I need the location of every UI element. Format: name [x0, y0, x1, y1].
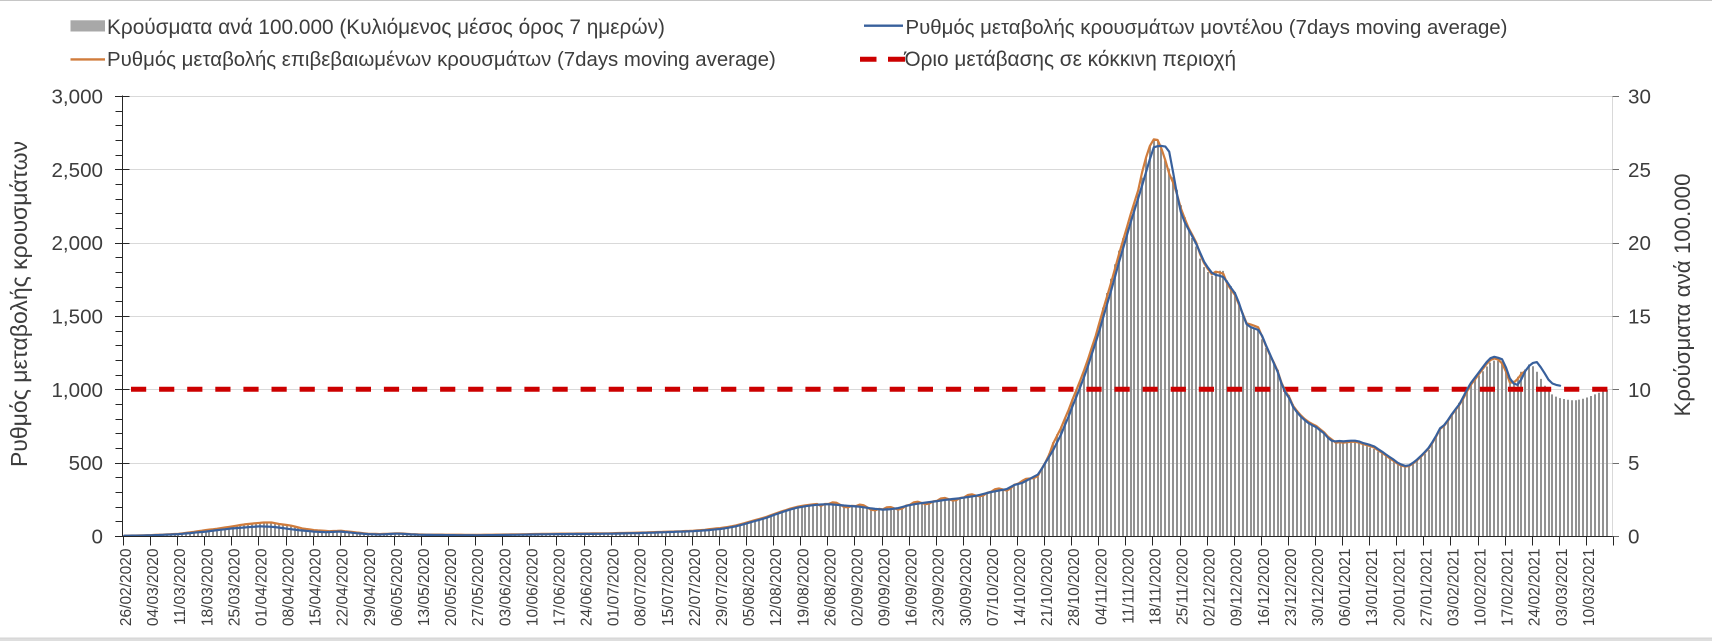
svg-text:04/03/2020: 04/03/2020 — [145, 548, 162, 626]
svg-text:28/10/2020: 28/10/2020 — [1066, 548, 1083, 626]
svg-text:02/12/2020: 02/12/2020 — [1202, 548, 1219, 626]
svg-text:30/09/2020: 30/09/2020 — [958, 548, 975, 626]
svg-text:07/10/2020: 07/10/2020 — [985, 548, 1002, 626]
svg-text:26/08/2020: 26/08/2020 — [822, 548, 839, 626]
svg-text:08/07/2020: 08/07/2020 — [633, 548, 650, 626]
svg-text:09/09/2020: 09/09/2020 — [877, 548, 894, 626]
svg-text:23/12/2020: 23/12/2020 — [1283, 548, 1300, 626]
svg-text:Ρυθμός μεταβολής κρουσμάτων: Ρυθμός μεταβολής κρουσμάτων — [6, 141, 32, 467]
svg-text:Κρούσματα ανά 100.000 (Κυλιόμε: Κρούσματα ανά 100.000 (Κυλιόμενος μέσος … — [107, 16, 665, 39]
svg-text:16/12/2020: 16/12/2020 — [1256, 548, 1273, 626]
svg-text:5: 5 — [1628, 452, 1639, 475]
svg-text:02/09/2020: 02/09/2020 — [850, 548, 867, 626]
svg-text:25: 25 — [1628, 159, 1651, 182]
svg-text:13/01/2021: 13/01/2021 — [1364, 549, 1381, 627]
svg-text:18/03/2020: 18/03/2020 — [199, 548, 216, 626]
svg-text:20: 20 — [1628, 232, 1651, 255]
svg-text:03/03/2021: 03/03/2021 — [1554, 549, 1571, 627]
svg-text:30/12/2020: 30/12/2020 — [1310, 548, 1327, 626]
svg-text:17/06/2020: 17/06/2020 — [552, 548, 569, 626]
svg-text:20/05/2020: 20/05/2020 — [443, 548, 460, 626]
svg-text:23/09/2020: 23/09/2020 — [931, 548, 948, 626]
svg-text:18/11/2020: 18/11/2020 — [1148, 548, 1165, 625]
svg-text:05/08/2020: 05/08/2020 — [741, 548, 758, 626]
svg-text:24/02/2021: 24/02/2021 — [1527, 549, 1544, 627]
svg-text:22/07/2020: 22/07/2020 — [687, 548, 704, 626]
svg-text:10/02/2021: 10/02/2021 — [1473, 549, 1490, 627]
svg-text:06/01/2021: 06/01/2021 — [1337, 549, 1354, 627]
svg-text:2,500: 2,500 — [51, 159, 103, 182]
svg-text:10/06/2020: 10/06/2020 — [524, 548, 541, 626]
svg-text:03/02/2021: 03/02/2021 — [1446, 549, 1463, 627]
svg-text:Ρυθμός μεταβολής κρουσμάτων μο: Ρυθμός μεταβολής κρουσμάτων μοντέλου (7d… — [906, 17, 1508, 39]
svg-text:09/12/2020: 09/12/2020 — [1229, 548, 1246, 626]
svg-text:0: 0 — [1628, 526, 1639, 549]
svg-text:11/03/2020: 11/03/2020 — [172, 548, 189, 625]
svg-text:29/04/2020: 29/04/2020 — [362, 548, 379, 626]
svg-text:25/11/2020: 25/11/2020 — [1175, 548, 1192, 625]
svg-text:10/03/2021: 10/03/2021 — [1581, 549, 1598, 627]
svg-text:3,000: 3,000 — [51, 86, 103, 109]
svg-text:Ρυθμός μεταβολής επιβεβαιωμένω: Ρυθμός μεταβολής επιβεβαιωμένων κρουσμάτ… — [107, 49, 776, 71]
svg-text:27/01/2021: 27/01/2021 — [1418, 549, 1435, 627]
svg-text:16/09/2020: 16/09/2020 — [904, 548, 921, 626]
svg-text:Κρούσματα ανά 100.000: Κρούσματα ανά 100.000 — [1670, 174, 1695, 417]
svg-text:0: 0 — [92, 526, 103, 549]
svg-text:21/10/2020: 21/10/2020 — [1039, 548, 1056, 626]
svg-text:15: 15 — [1628, 306, 1651, 329]
svg-text:14/10/2020: 14/10/2020 — [1012, 548, 1029, 626]
svg-text:15/07/2020: 15/07/2020 — [660, 548, 677, 626]
svg-text:2,000: 2,000 — [51, 232, 103, 255]
svg-text:26/02/2020: 26/02/2020 — [118, 548, 135, 626]
svg-text:27/05/2020: 27/05/2020 — [470, 548, 487, 626]
svg-text:1,500: 1,500 — [51, 306, 103, 329]
svg-text:08/04/2020: 08/04/2020 — [281, 548, 298, 626]
svg-text:03/06/2020: 03/06/2020 — [497, 548, 514, 626]
svg-text:06/05/2020: 06/05/2020 — [389, 548, 406, 626]
svg-text:01/07/2020: 01/07/2020 — [606, 548, 623, 626]
svg-text:24/06/2020: 24/06/2020 — [579, 548, 596, 626]
svg-text:15/04/2020: 15/04/2020 — [308, 548, 325, 626]
svg-text:1,000: 1,000 — [51, 379, 103, 402]
svg-text:Όριο μετάβασης σε κόκκινη περι: Όριο μετάβασης σε κόκκινη περιοχή — [904, 48, 1237, 71]
svg-text:22/04/2020: 22/04/2020 — [335, 548, 352, 626]
svg-text:20/01/2021: 20/01/2021 — [1391, 549, 1408, 627]
svg-text:29/07/2020: 29/07/2020 — [714, 548, 731, 626]
svg-text:19/08/2020: 19/08/2020 — [795, 548, 812, 626]
svg-text:01/04/2020: 01/04/2020 — [254, 548, 271, 626]
svg-text:11/11/2020: 11/11/2020 — [1120, 548, 1137, 624]
svg-text:25/03/2020: 25/03/2020 — [226, 548, 243, 626]
svg-text:500: 500 — [69, 452, 103, 475]
svg-text:04/11/2020: 04/11/2020 — [1093, 548, 1110, 625]
svg-text:13/05/2020: 13/05/2020 — [416, 548, 433, 626]
svg-text:30: 30 — [1628, 86, 1651, 109]
svg-text:10: 10 — [1628, 379, 1651, 402]
svg-text:17/02/2021: 17/02/2021 — [1500, 549, 1517, 627]
svg-text:12/08/2020: 12/08/2020 — [768, 548, 785, 626]
